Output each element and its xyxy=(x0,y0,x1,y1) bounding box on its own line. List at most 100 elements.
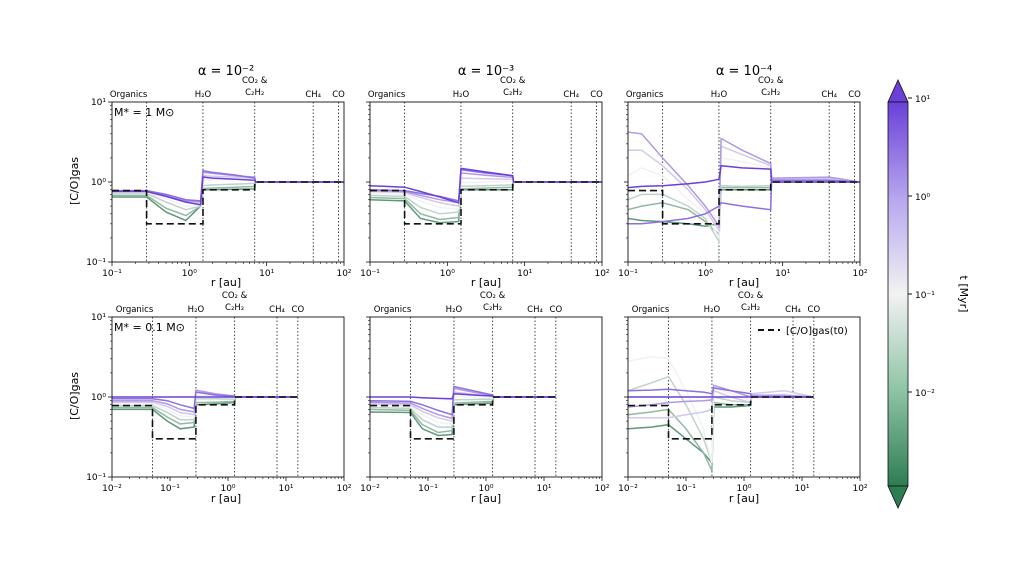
series-line-t10 xyxy=(370,167,602,204)
axes-frame xyxy=(627,101,861,263)
row-label-2: M* = 0.1 M⊙ xyxy=(114,321,185,334)
iceline-label: C₂H₂ xyxy=(225,303,244,313)
x-tick-label: 10¹ xyxy=(536,484,551,494)
xlabel-5: r [au] xyxy=(471,492,501,505)
colorbar-body xyxy=(887,101,909,487)
iceline-label: H₂O xyxy=(704,305,721,315)
iceline-label: H₂O xyxy=(446,305,463,315)
y-tick-label: 10⁰ xyxy=(91,393,106,403)
icelines: Organics H₂O CO₂ & C₂H₂ CH₄ CO xyxy=(632,291,821,477)
iceline-label: CO₂ & xyxy=(480,291,506,301)
initial-line xyxy=(112,396,298,440)
series-line-t1 xyxy=(628,131,860,229)
axes-frame xyxy=(111,101,345,263)
iceline-label: CO xyxy=(550,305,563,315)
axes-frame xyxy=(369,316,603,478)
iceline-label: Organics xyxy=(626,90,664,100)
x-tick-label: 10⁻² xyxy=(360,484,380,494)
icelines: Organics H₂O CO₂ & C₂H₂ CH₄ CO xyxy=(374,291,563,477)
x-tick-label: 10¹ xyxy=(517,269,532,279)
x-tick-label: 10⁰ xyxy=(736,484,751,494)
x-tick-label: 10² xyxy=(594,269,609,279)
iceline-label: H₂O xyxy=(195,90,212,100)
col-title-1: α = 10⁻² xyxy=(198,64,254,79)
panel-row1-col3: 10⁻¹ 10⁰ 10¹ 10² Organics H₂O CO₂ & C₂H₂ CH₄ CO xyxy=(618,76,868,279)
iceline-label: Organics xyxy=(368,90,406,100)
icelines: Organics H₂O CO₂ & C₂H₂ CH₄ CO xyxy=(116,291,305,477)
panel-row1-col2: 10⁻¹ 10⁰ 10¹ 10² Organics H₂O CO₂ & C₂H₂ CH₄ CO xyxy=(360,76,610,279)
x-tick-label: 10² xyxy=(336,269,351,279)
x-tick-label: 10⁰ xyxy=(698,269,713,279)
iceline-label: H₂O xyxy=(711,90,728,100)
iceline-label: CO xyxy=(292,305,305,315)
x-tick-label: 10² xyxy=(852,484,867,494)
x-tick-label: 10¹ xyxy=(278,484,293,494)
legend-label: [C/O]gas(t0) xyxy=(786,326,848,337)
cb-tick-1: 10¹ xyxy=(915,95,930,105)
series-group xyxy=(370,167,602,225)
iceline-label: CH₄ xyxy=(821,90,837,100)
initial-line xyxy=(370,396,556,440)
cb-tick-2: 10⁰ xyxy=(915,193,930,203)
iceline-label: Organics xyxy=(110,90,148,100)
col-title-3: α = 10⁻⁴ xyxy=(716,64,772,79)
panels: 10⁻¹ 10⁰ 10¹ 10² 10¹ 10⁰ 10⁻¹ Organics H₂O CO₂ & C… xyxy=(86,76,868,494)
series-group xyxy=(112,169,344,225)
iceline-label: Organics xyxy=(374,305,412,315)
ylabel-row1: [C/O]gas xyxy=(68,157,81,205)
x-tick-label: 10⁻² xyxy=(618,484,638,494)
axes-frame xyxy=(111,316,345,478)
initial-line xyxy=(112,181,344,225)
series-group xyxy=(628,131,860,245)
series-group xyxy=(370,385,556,440)
series-group xyxy=(112,389,298,440)
iceline-label: H₂O xyxy=(453,90,470,100)
colorbar-bottom-arrow xyxy=(887,485,909,509)
initial-line xyxy=(628,396,814,440)
x-tick-label: 10¹ xyxy=(259,269,274,279)
iceline-label: Organics xyxy=(116,305,154,315)
y-tick-label: 10¹ xyxy=(91,98,106,108)
cb-tick-3: 10⁻¹ xyxy=(915,291,935,301)
iceline-label: C₂H₂ xyxy=(245,88,264,98)
x-tick-label: 10⁰ xyxy=(182,269,197,279)
iceline-label: CO xyxy=(808,305,821,315)
panel-row1-col1: 10⁻¹ 10⁰ 10¹ 10² 10¹ 10⁰ 10⁻¹ Organics H₂O CO₂ & C… xyxy=(86,76,352,279)
ylabel-row2: [C/O]gas xyxy=(68,372,81,420)
colorbar-top-arrow xyxy=(887,79,909,103)
legend: [C/O]gas(t0) xyxy=(758,326,848,337)
axes-frame xyxy=(627,316,861,478)
y-tick-label: 10⁻¹ xyxy=(86,473,106,483)
y-tick-label: 10⁰ xyxy=(91,178,106,188)
row-label-1: M* = 1 M⊙ xyxy=(114,106,174,119)
iceline-label: CO xyxy=(332,90,345,100)
y-tick-label: 10⁻¹ xyxy=(86,258,106,268)
xlabel-6: r [au] xyxy=(729,492,759,505)
iceline-label: C₂H₂ xyxy=(503,88,522,98)
iceline-label: CO₂ & xyxy=(500,76,526,86)
x-tick-label: 10⁻¹ xyxy=(676,484,696,494)
series-line-t3 xyxy=(628,179,860,225)
ticks xyxy=(366,101,603,266)
iceline-label: CH₄ xyxy=(563,90,579,100)
iceline-label: CO₂ & xyxy=(738,291,764,301)
x-tick-label: 10² xyxy=(336,484,351,494)
icelines: Organics H₂O CO₂ & C₂H₂ CH₄ CO xyxy=(626,76,861,262)
colorbar-label: t [Myr] xyxy=(957,276,970,313)
series-line-t10 xyxy=(628,164,860,189)
iceline-label: H₂O xyxy=(188,305,205,315)
iceline-label: CO₂ & xyxy=(222,291,248,301)
series-line-t0.1 xyxy=(628,355,814,464)
xlabel-2: r [au] xyxy=(471,276,501,289)
iceline-label: Organics xyxy=(632,305,670,315)
x-tick-label: 10¹ xyxy=(794,484,809,494)
iceline-label: CO xyxy=(590,90,603,100)
iceline-label: CO₂ & xyxy=(242,76,268,86)
series-line-t0.01 xyxy=(628,396,814,472)
x-tick-label: 10⁰ xyxy=(440,269,455,279)
iceline-label: CH₄ xyxy=(785,305,801,315)
x-tick-label: 10⁻¹ xyxy=(418,484,438,494)
ticks xyxy=(624,101,861,266)
panel-row2-col3: 10⁻² 10⁻¹ 10⁰ 10¹ 10² Organics H₂O CO₂ & C₂H₂ CH₄… xyxy=(618,291,868,494)
